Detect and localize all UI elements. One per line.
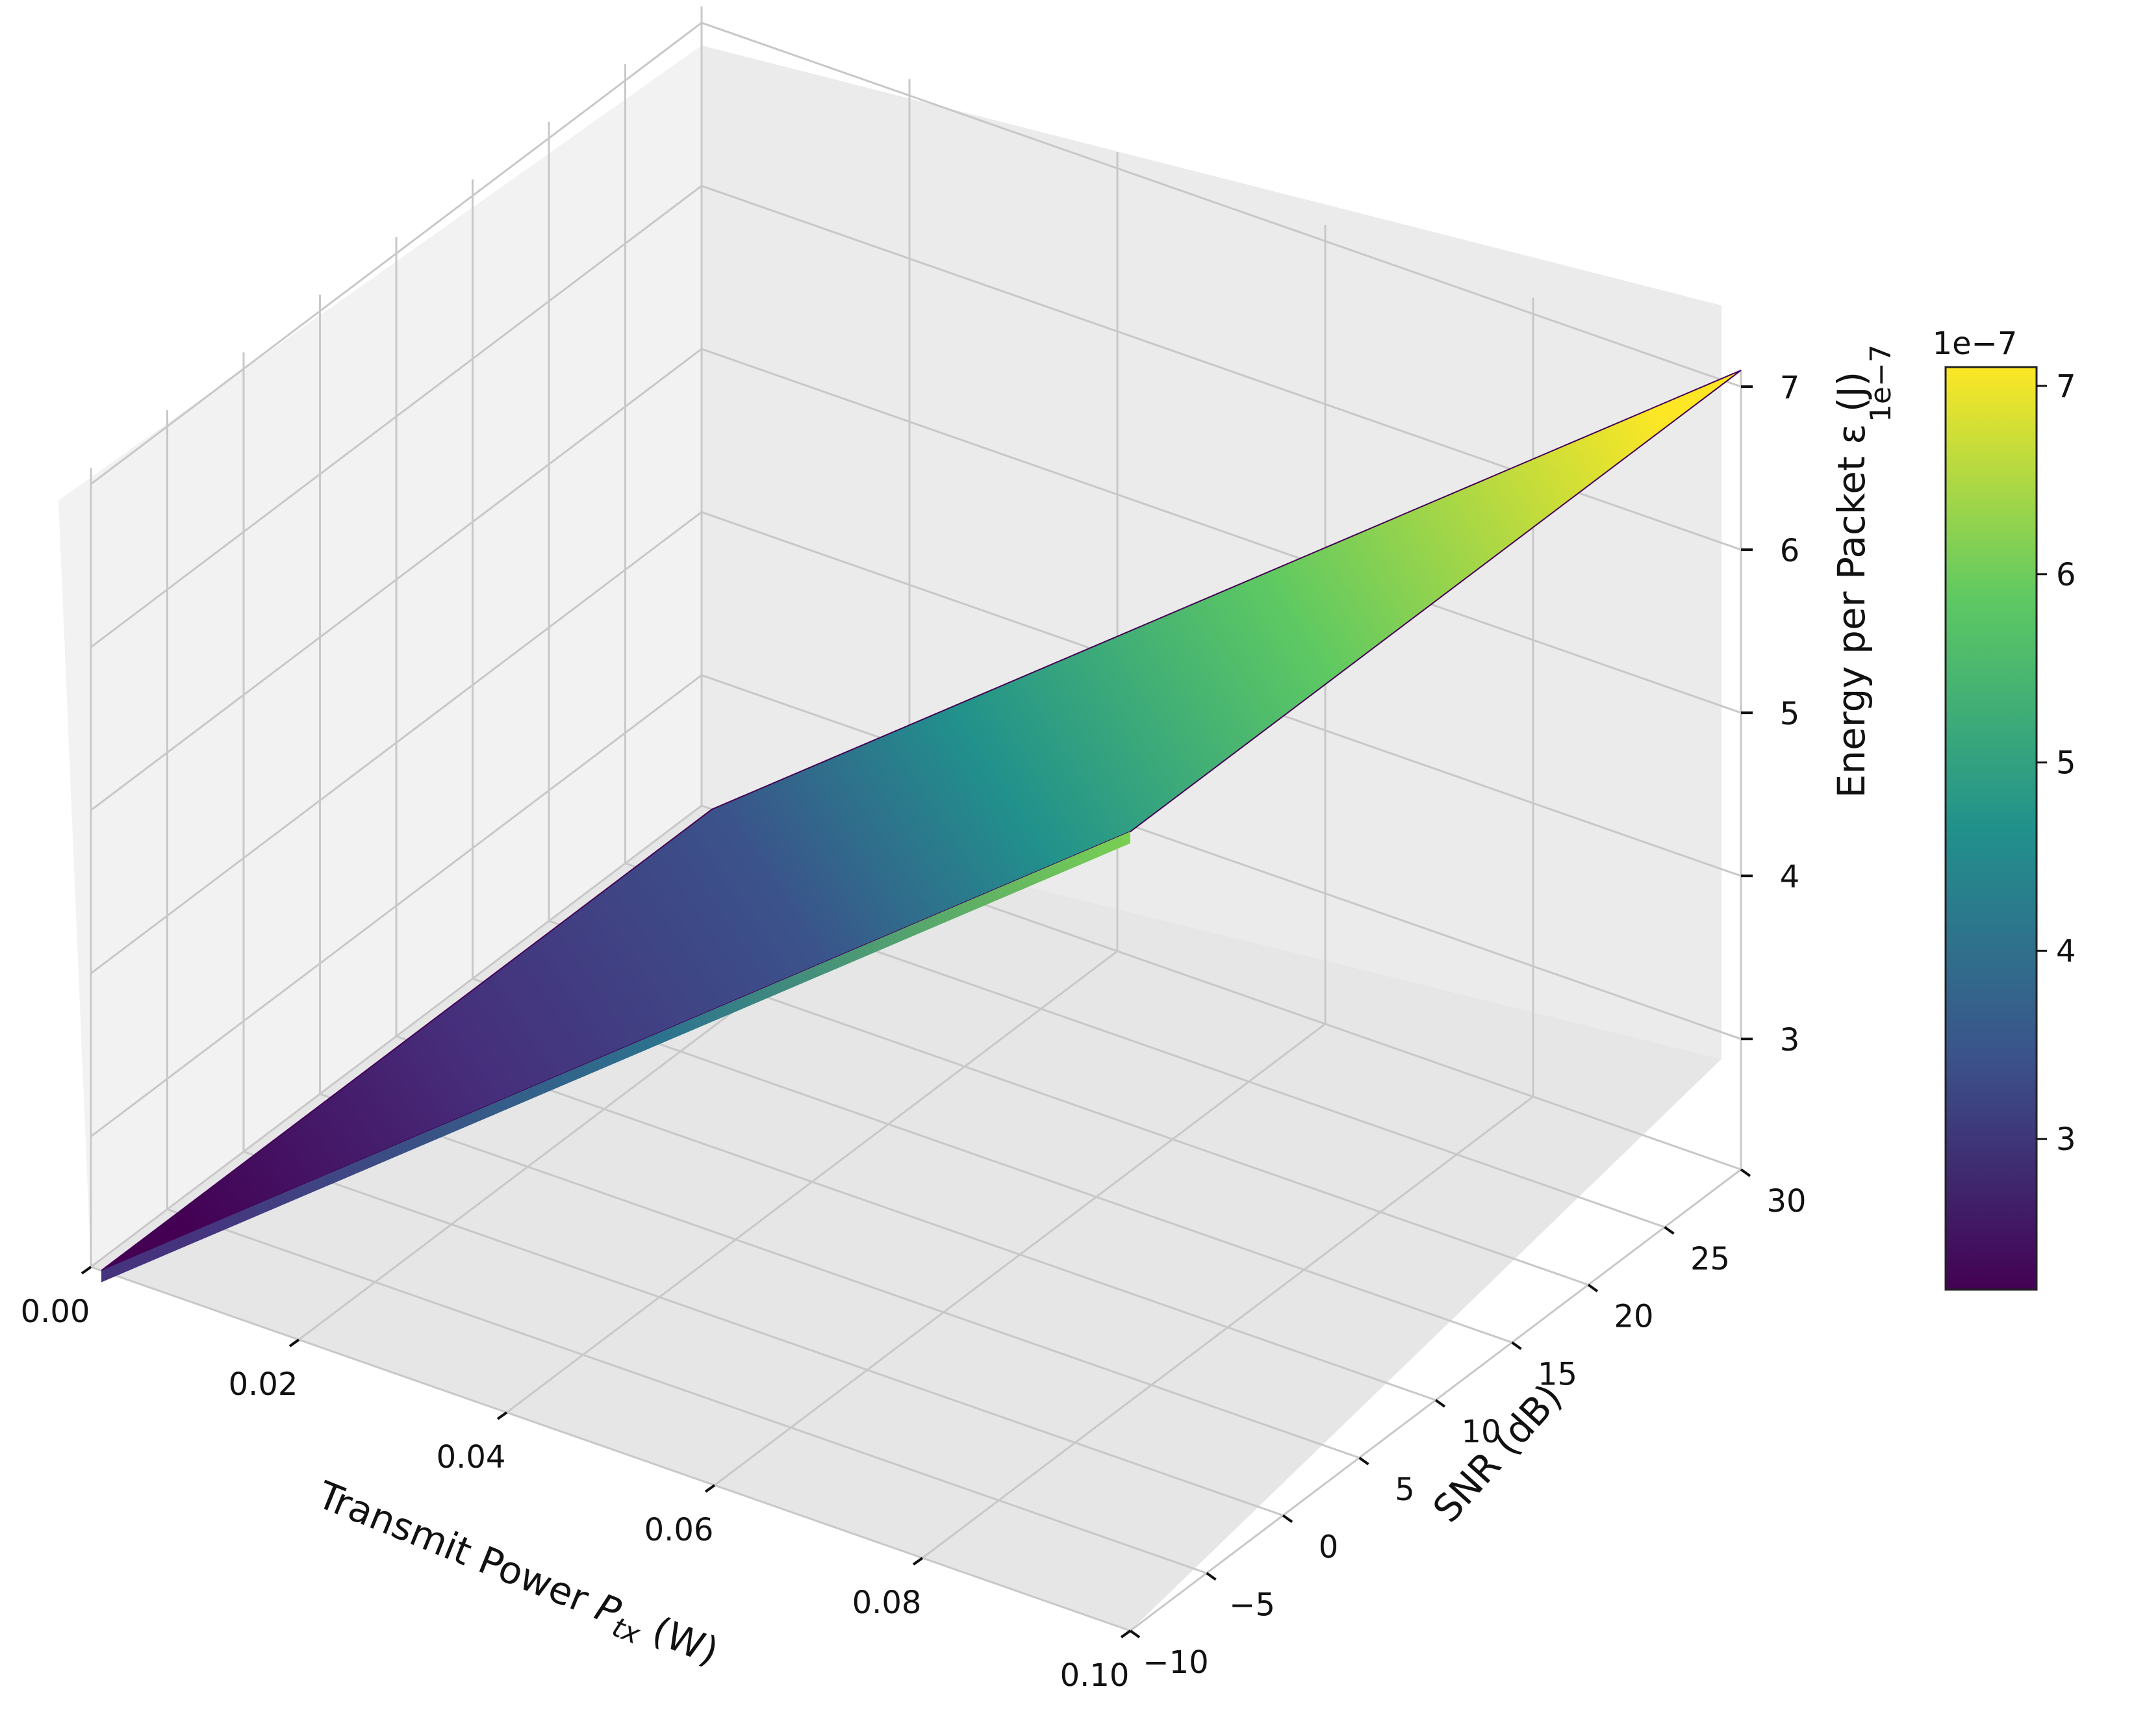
- y-tick-label: 20: [1614, 1299, 1653, 1335]
- colorbar-tick-label: 4: [2056, 933, 2076, 969]
- colorbar-offset-label: 1e−7: [1933, 326, 2018, 362]
- y-grid-line: [395, 237, 1436, 1401]
- y-tick-label: −10: [1143, 1644, 1208, 1681]
- y-tick-label: 30: [1766, 1183, 1806, 1219]
- y-tick-mark: [1664, 1226, 1675, 1235]
- z-axis-offset-label: 1e−7: [1864, 344, 1898, 422]
- x-axis-label-unit: (W): [635, 1603, 725, 1674]
- y-grid-line: [472, 179, 1512, 1344]
- z-grid-line: [90, 185, 1742, 648]
- z-grid-line: [90, 21, 1742, 485]
- x-tick-label: 0.10: [1060, 1657, 1130, 1694]
- z-axis: 3 4 5 6 7: [1741, 370, 1799, 1058]
- surface-edge: [101, 832, 1130, 1283]
- colorbar-tick-label: 6: [2056, 557, 2076, 593]
- y-tick-mark: [1282, 1514, 1293, 1524]
- x-axis: 0.00 0.02 0.04 0.06 0.08 0.10: [21, 1266, 1132, 1694]
- left-pane: [58, 45, 702, 1267]
- colorbar-ticks: 3 4 5 6 7: [2037, 368, 2076, 1158]
- y-tick-mark: [1434, 1399, 1446, 1408]
- x-tick-mark: [496, 1411, 508, 1420]
- z-tick-label: 3: [1780, 1022, 1800, 1058]
- x-tick-mark: [288, 1338, 300, 1347]
- y-tick-mark: [1358, 1457, 1369, 1466]
- colorbar-tick-label: 3: [2056, 1121, 2076, 1158]
- y-tick-label: 5: [1395, 1472, 1415, 1508]
- z-tick-label: 6: [1780, 533, 1800, 569]
- colorbar-gradient: [1944, 366, 2038, 1291]
- y-tick-label: 10: [1461, 1414, 1501, 1450]
- y-grid-line: [242, 352, 1284, 1516]
- y-tick-label: 25: [1690, 1241, 1730, 1277]
- colorbar-tick-label: 5: [2056, 745, 2076, 782]
- y-tick-mark: [1511, 1341, 1522, 1350]
- z-axis-label: Energy per Packet ε (J): [1829, 372, 1874, 798]
- y-axis-label: SNR (dB): [1425, 1375, 1571, 1531]
- x-tick-label: 0.02: [229, 1366, 298, 1403]
- z-tick-label: 5: [1780, 696, 1800, 732]
- x-tick-label: 0.04: [437, 1439, 506, 1475]
- y-axis: −10 −5 0 5 10 15 20 25 30: [1129, 1168, 1807, 1681]
- colorbar: 1e−7 3 4 5 6 7: [1933, 326, 2076, 1291]
- colorbar-tick-label: 7: [2056, 368, 2076, 405]
- y-tick-mark: [1587, 1283, 1599, 1293]
- z-tick-label: 7: [1780, 370, 1800, 406]
- y-grid-line: [624, 64, 1665, 1229]
- y-tick-label: 15: [1538, 1356, 1577, 1392]
- z-tick-label: 4: [1780, 859, 1800, 895]
- z-grid-line: [90, 511, 1742, 975]
- y-grid-line: [548, 121, 1589, 1286]
- y-tick-mark: [1206, 1572, 1217, 1581]
- x-tick-mark: [704, 1484, 716, 1493]
- x-axis-label-main: Transmit Power: [311, 1472, 606, 1626]
- y-grid-line: [700, 6, 1742, 1171]
- x-tick-label: 0.06: [644, 1512, 714, 1548]
- energy-surface: [101, 370, 1742, 1283]
- y-grid-line: [319, 294, 1360, 1459]
- x-tick-mark: [81, 1266, 92, 1275]
- x-tick-mark: [1120, 1629, 1132, 1639]
- y-grid-line: [166, 410, 1207, 1574]
- y-tick-label: 0: [1319, 1529, 1339, 1566]
- x-tick-label: 0.08: [852, 1585, 922, 1621]
- z-grid-line: [90, 674, 1742, 1138]
- x-tick-mark: [912, 1557, 924, 1566]
- x-tick-label: 0.00: [21, 1294, 90, 1330]
- x-axis-label: Transmit Power Ptx (W): [309, 1472, 724, 1679]
- y-tick-mark: [1740, 1168, 1751, 1177]
- y-tick-mark: [1129, 1629, 1141, 1639]
- y-tick-label: −5: [1229, 1587, 1275, 1623]
